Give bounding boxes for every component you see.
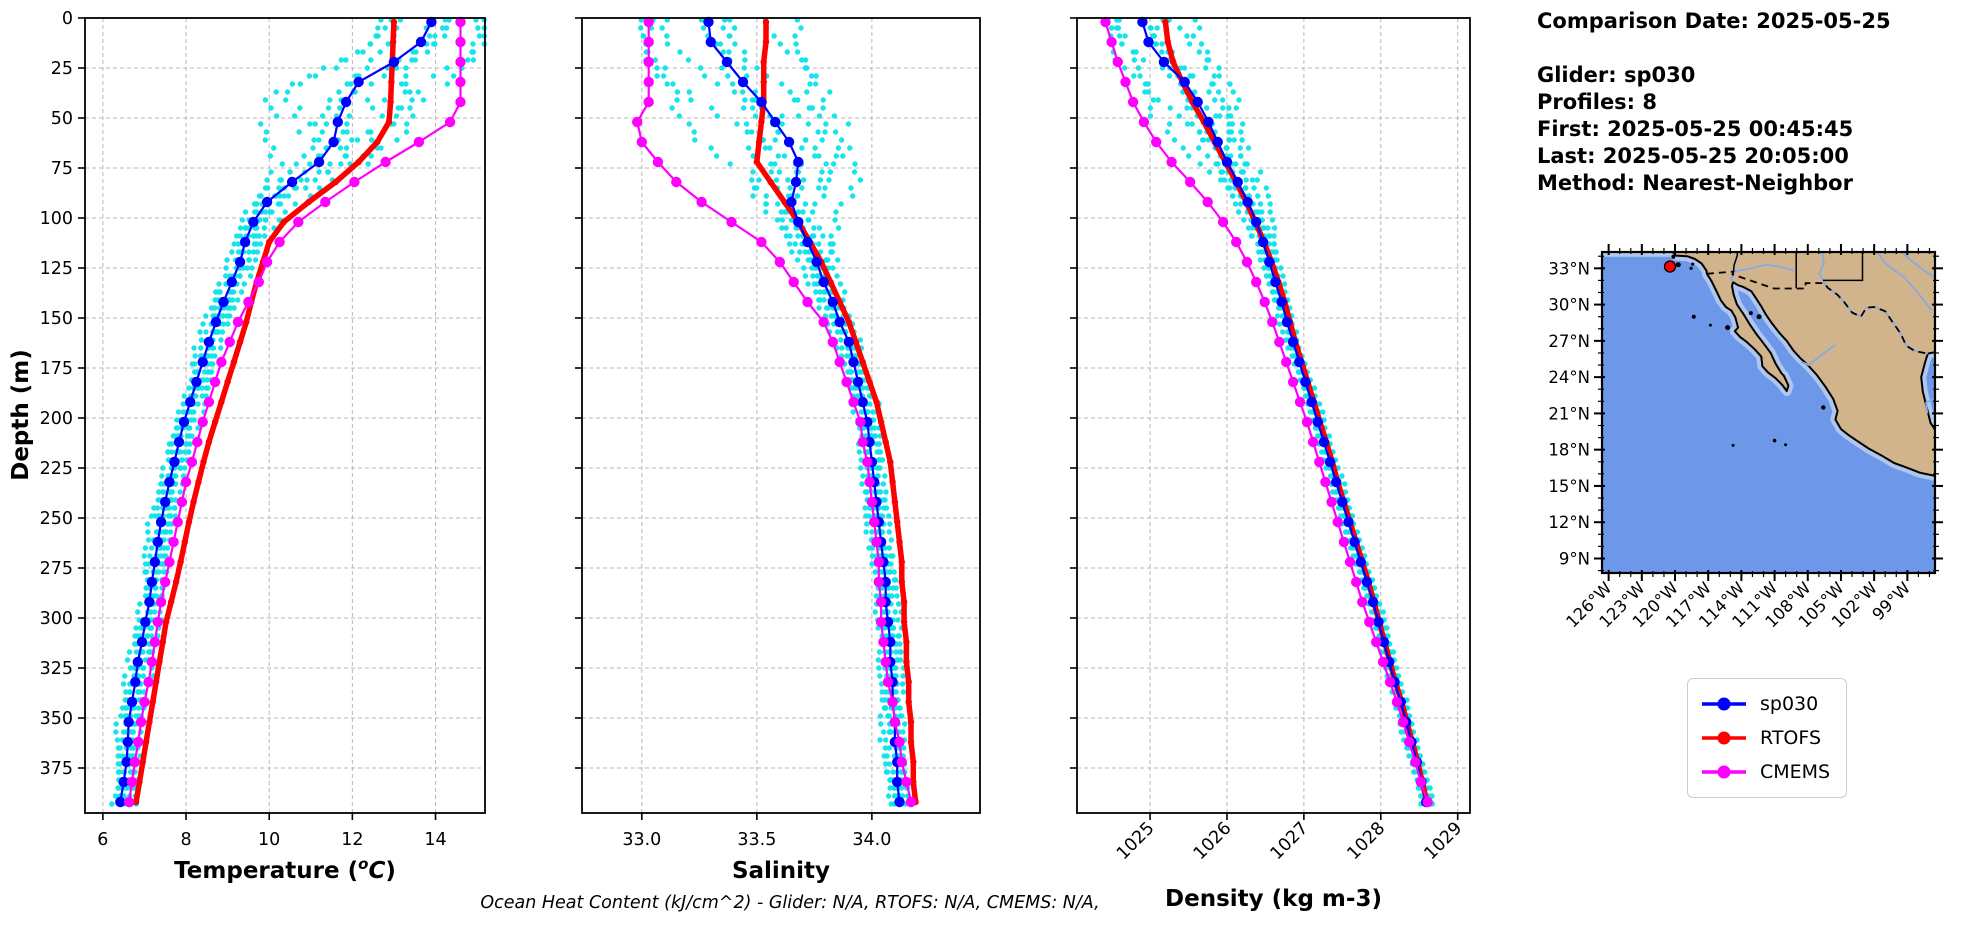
lon-tick-label: 99°W (1869, 578, 1915, 624)
shelf-band (1602, 252, 1670, 257)
x-tick-label: 1028 (1344, 818, 1390, 864)
x-tick-label: 1026 (1190, 818, 1236, 864)
y-tick-label: 225 (40, 459, 73, 479)
x-axis-title: Temperature (oC) (174, 855, 396, 884)
x-tick-label: 10 (258, 830, 280, 850)
x-tick-label: 1025 (1113, 818, 1159, 864)
legend-label: RTOFS (1760, 727, 1822, 749)
y-tick-label: 50 (51, 109, 73, 129)
islands (1671, 254, 1826, 447)
info-panel: Comparison Date: 2025-05-25 Glider: sp03… (1537, 8, 1967, 197)
axes-frame (581, 17, 981, 814)
lat-tick-label: 12°N (1548, 513, 1590, 532)
legend-item-sp030: sp030 (1700, 687, 1830, 721)
y-tick-label: 175 (40, 359, 73, 379)
lat-tick-label: 27°N (1548, 332, 1590, 351)
legend: sp030 RTOFS CMEMS (1687, 678, 1848, 798)
us-mexico-border (1706, 270, 1928, 355)
x-tick-label: 12 (341, 830, 363, 850)
info-line: Comparison Date: 2025-05-25 (1537, 9, 1891, 33)
x-axis-title: Salinity (732, 858, 830, 884)
lat-tick-label: 30°N (1548, 296, 1590, 315)
sp030-line (115, 16, 437, 808)
y-tick-label: 25 (51, 59, 73, 79)
legend-label: CMEMS (1760, 761, 1831, 783)
x-axis-title: Density (kg m-3) (1165, 886, 1382, 912)
x-tick-label: 33.0 (622, 830, 661, 850)
legend-item-rtofs: RTOFS (1700, 721, 1830, 755)
lat-tick-label: 33°N (1548, 259, 1590, 278)
ohc-annotation: Ocean Heat Content (kJ/cm^2) - Glider: N… (480, 893, 1100, 913)
legend-item-cmems: CMEMS (1700, 755, 1830, 789)
axis-ticks (575, 17, 873, 820)
y-tick-label: 250 (40, 509, 73, 529)
y-tick-label: 350 (40, 709, 73, 729)
x-tick-label: 33.5 (737, 830, 776, 850)
profile-plots: 6 8 10 12 14 0 25 50 75 100 125 150 175 200 225 250 275 3… (8, 9, 1471, 912)
y-tick-label: 200 (40, 409, 73, 429)
info-line: Glider: sp030 (1537, 63, 1696, 87)
map-ticks (1594, 244, 1943, 581)
y-tick-label: 375 (40, 759, 73, 779)
lat-tick-label: 24°N (1548, 368, 1590, 387)
info-line: First: 2025-05-25 00:45:45 (1537, 117, 1854, 141)
density-chart: 1025 1026 1027 1028 1029 Density (kg m-3) (1070, 16, 1471, 912)
rtofs-line (132, 18, 398, 806)
x-tick-label: 1027 (1267, 818, 1313, 864)
lat-tick-label: 18°N (1548, 441, 1590, 460)
location-map: 33°N30°N27°N24°N21°N18°N15°N12°N9°N126°W… (1548, 244, 1943, 631)
lat-tick-label: 9°N (1559, 549, 1590, 568)
x-tick-label: 34.0 (852, 830, 891, 850)
legend-line-sample (1702, 697, 1746, 711)
y-tick-label: 325 (40, 659, 73, 679)
legend-line-sample (1702, 731, 1746, 745)
info-line: Method: Nearest-Neighbor (1537, 171, 1853, 195)
salinity-chart: 33.0 33.5 34.0 Salinity (575, 16, 981, 884)
legend-line-sample (1702, 765, 1746, 779)
cmems-line (123, 16, 466, 808)
glider-position-marker (1663, 260, 1677, 273)
axis-ticks (1070, 17, 1459, 820)
info-line: Last: 2025-05-25 20:05:00 (1537, 144, 1849, 168)
x-tick-label: 1029 (1421, 818, 1467, 864)
y-tick-label: 0 (62, 9, 73, 29)
axes-frame (1076, 17, 1471, 814)
rtofs-line (1162, 18, 1431, 806)
grid (85, 17, 485, 813)
x-tick-label: 6 (97, 830, 108, 850)
y-tick-label: 275 (40, 559, 73, 579)
x-tick-label: 8 (180, 830, 191, 850)
scatter-points (638, 17, 913, 807)
y-tick-label: 75 (51, 159, 73, 179)
grid (1077, 17, 1470, 813)
info-line (1537, 35, 1967, 62)
cmems-line (1100, 16, 1433, 808)
info-line: Profiles: 8 (1537, 90, 1658, 114)
map-content (1602, 252, 1935, 573)
axis-ticks (78, 17, 437, 820)
y-tick-label: 100 (40, 209, 73, 229)
lat-tick-label: 21°N (1548, 404, 1590, 423)
sp030-line (1137, 16, 1432, 808)
y-tick-label: 300 (40, 609, 73, 629)
axes-frame (84, 17, 486, 814)
cmems-line (632, 16, 917, 808)
legend-label: sp030 (1760, 693, 1819, 715)
x-tick-label: 14 (424, 830, 446, 850)
lat-tick-label: 15°N (1548, 477, 1590, 496)
grid (582, 17, 980, 813)
y-axis-title: Depth (m) (8, 349, 34, 481)
y-tick-label: 125 (40, 259, 73, 279)
rtofs-line (753, 18, 919, 806)
y-tick-label: 150 (40, 309, 73, 329)
temperature-chart: 6 8 10 12 14 0 25 50 75 100 125 150 175 200 225 250 275 3… (40, 9, 487, 884)
